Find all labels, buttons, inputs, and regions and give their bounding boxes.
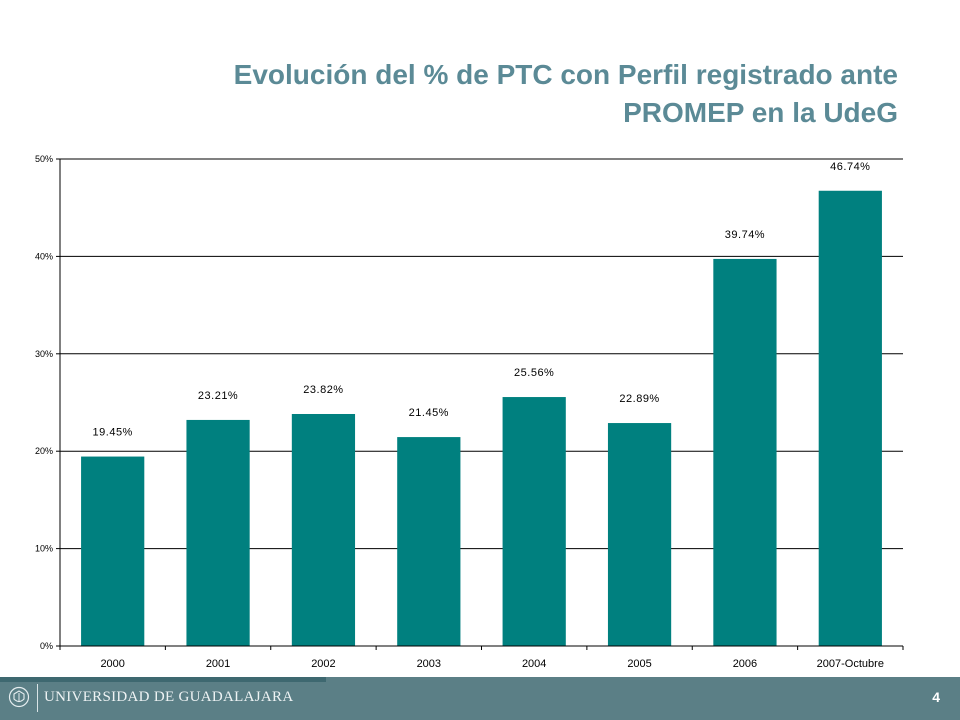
- y-tick-label: 10%: [35, 544, 53, 554]
- bar: [607, 423, 672, 646]
- y-tick-label: 20%: [35, 446, 53, 456]
- x-tick-label: 2003: [417, 658, 441, 670]
- y-tick-label: 30%: [35, 349, 53, 359]
- bar: [186, 419, 250, 646]
- university-seal-icon: [8, 686, 30, 708]
- bar-chart: 0% 10% 20% 30% 40% 50% 19.45% 2000 23.21% 2001 23.…: [35, 154, 904, 670]
- data-label: 25.56%: [514, 367, 554, 379]
- x-tick-label: 2002: [311, 658, 335, 670]
- page-number: 4: [932, 689, 940, 705]
- footer-accent-stripe: [0, 677, 326, 682]
- x-tick-label: 2001: [206, 658, 230, 670]
- data-label: 21.45%: [409, 407, 449, 419]
- bar: [713, 258, 777, 646]
- bar: [81, 456, 145, 646]
- x-tick-label: 2007-Octubre: [817, 658, 884, 670]
- footer-bar: [0, 677, 960, 720]
- data-label: 23.21%: [198, 390, 238, 402]
- data-label: 39.74%: [725, 229, 765, 241]
- bar: [291, 413, 356, 646]
- data-label: 46.74%: [830, 161, 870, 173]
- bar: [502, 397, 566, 646]
- data-label: 22.89%: [619, 393, 659, 405]
- x-tick-label: 2004: [522, 658, 546, 670]
- slide-title: Evolución del % de PTC con Perfil regist…: [78, 56, 898, 132]
- data-label: 19.45%: [93, 427, 133, 439]
- data-label: 23.82%: [303, 384, 343, 396]
- y-tick-label: 0%: [40, 641, 53, 651]
- bar: [818, 190, 882, 647]
- slide-title-line-1: Evolución del % de PTC con Perfil regist…: [233, 59, 898, 90]
- y-tick-label: 40%: [35, 251, 53, 261]
- x-tick-label: 2005: [627, 658, 651, 670]
- bar: [397, 437, 461, 646]
- x-tick-label: 2006: [733, 658, 757, 670]
- slide-title-line-2: PROMEP en la UdeG: [623, 97, 898, 128]
- y-tick-label: 50%: [35, 154, 53, 164]
- organization-name: UNIVERSIDAD DE GUADALAJARA: [44, 689, 294, 705]
- x-tick-label: 2000: [100, 658, 124, 670]
- footer-separator: [37, 684, 38, 712]
